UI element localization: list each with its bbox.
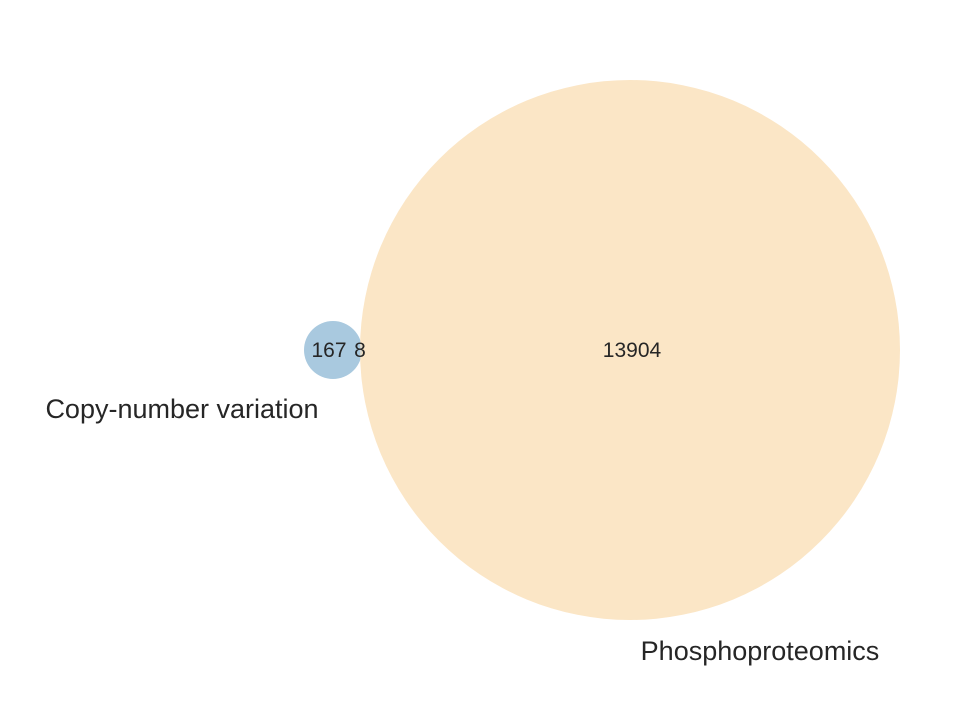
- count-phosphoproteomics-only: 13904: [603, 339, 662, 362]
- count-intersection: 8: [354, 339, 366, 362]
- count-copy-number-only: 167: [311, 339, 346, 362]
- label-copy-number-variation: Copy-number variation: [45, 394, 318, 424]
- copy-number-variation-circle: [304, 321, 362, 379]
- label-phosphoproteomics: Phosphoproteomics: [641, 636, 880, 666]
- phosphoproteomics-circle: [360, 80, 900, 620]
